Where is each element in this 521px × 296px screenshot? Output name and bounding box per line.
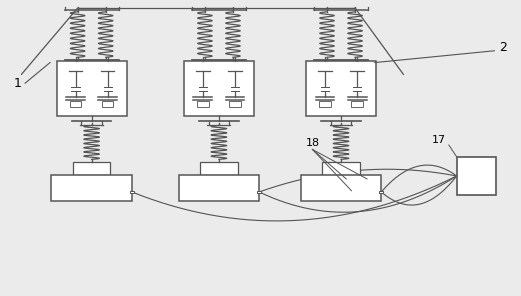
Bar	[352, 101, 363, 107]
Bar	[322, 162, 359, 175]
Bar	[52, 175, 132, 201]
Bar	[257, 191, 261, 193]
Text: 2: 2	[500, 41, 507, 54]
Bar	[184, 61, 254, 116]
Bar	[179, 175, 259, 201]
Bar	[301, 175, 381, 201]
Bar	[229, 101, 241, 107]
Bar	[319, 101, 331, 107]
Bar	[379, 191, 383, 193]
Bar	[57, 61, 127, 116]
Text: 17: 17	[432, 135, 446, 145]
Bar	[130, 191, 134, 193]
Bar	[70, 101, 81, 107]
Bar	[102, 101, 114, 107]
Bar	[306, 61, 376, 116]
Text: 18: 18	[305, 138, 319, 148]
Bar	[197, 101, 208, 107]
Bar	[456, 157, 495, 195]
Bar	[200, 162, 238, 175]
Text: 1: 1	[14, 77, 21, 90]
Bar	[73, 162, 110, 175]
